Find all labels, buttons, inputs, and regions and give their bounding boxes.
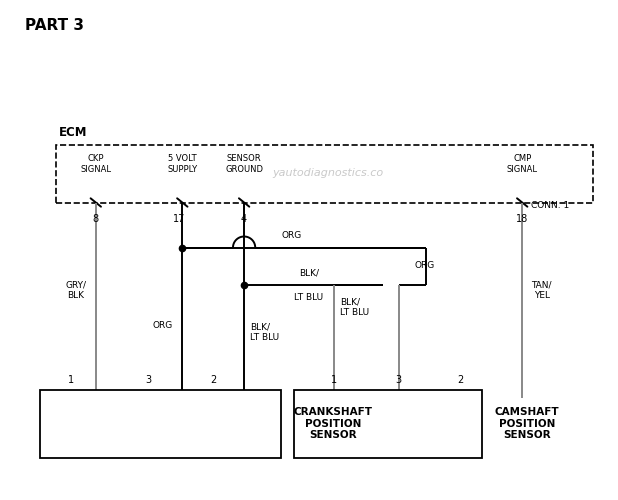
Text: BLK/
LT BLU: BLK/ LT BLU: [340, 298, 369, 317]
Text: 1: 1: [331, 375, 337, 385]
Text: 2: 2: [457, 375, 464, 385]
Text: 18: 18: [516, 214, 528, 224]
Text: CMP
SIGNAL: CMP SIGNAL: [507, 154, 538, 174]
Text: ORG: ORG: [281, 230, 302, 239]
Text: 8: 8: [93, 214, 99, 224]
Text: 1: 1: [68, 375, 74, 385]
Text: ECM: ECM: [59, 126, 87, 139]
Text: 2: 2: [210, 375, 216, 385]
Text: 3: 3: [145, 375, 151, 385]
Text: ORG: ORG: [414, 261, 434, 270]
Text: GRY/
BLK: GRY/ BLK: [66, 280, 87, 299]
Bar: [294, 390, 482, 458]
Text: ORG: ORG: [153, 320, 173, 330]
Text: BLK/: BLK/: [299, 268, 319, 277]
Text: TAN/
YEL: TAN/ YEL: [531, 280, 552, 299]
Text: 3: 3: [396, 375, 402, 385]
Text: SENSOR
GROUND: SENSOR GROUND: [225, 154, 263, 174]
Bar: [56, 145, 593, 203]
Text: 17: 17: [173, 214, 185, 224]
Text: LT BLU: LT BLU: [294, 293, 324, 302]
Text: PART 3: PART 3: [25, 18, 83, 32]
Text: 5 VOLT
SUPPLY: 5 VOLT SUPPLY: [167, 154, 197, 174]
Text: 4: 4: [241, 214, 247, 224]
Text: CONN. 1: CONN. 1: [531, 200, 570, 209]
Text: BLK/
LT BLU: BLK/ LT BLU: [250, 323, 279, 342]
Bar: [40, 390, 281, 458]
Text: CAMSHAFT
POSITION
SENSOR: CAMSHAFT POSITION SENSOR: [494, 407, 559, 440]
Text: CRANKSHAFT
POSITION
SENSOR: CRANKSHAFT POSITION SENSOR: [294, 407, 373, 440]
Text: CKP
SIGNAL: CKP SIGNAL: [80, 154, 111, 174]
Text: yautodiagnostics.co: yautodiagnostics.co: [272, 168, 383, 177]
